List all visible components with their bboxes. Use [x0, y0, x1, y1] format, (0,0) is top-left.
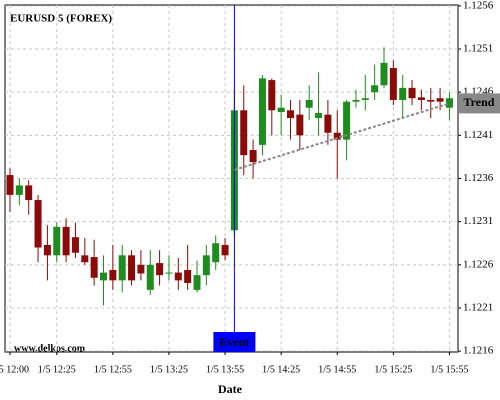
event-label: Event	[219, 335, 249, 349]
candle-body	[174, 272, 182, 281]
candle-body	[333, 132, 341, 140]
x-tick-label: 1/5 13:25	[150, 364, 188, 375]
candle-body	[240, 110, 248, 156]
candle-body	[427, 99, 435, 102]
candle-body	[417, 97, 425, 100]
candle-body	[361, 98, 369, 100]
y-tick-label: 1.1226	[463, 258, 494, 270]
trend-box	[459, 93, 500, 114]
candle-body	[62, 226, 70, 256]
x-axis-label: Date	[218, 382, 243, 396]
candle-body	[371, 85, 379, 93]
candle-body	[268, 80, 276, 111]
event-box	[213, 332, 256, 352]
candle-body	[146, 264, 154, 290]
x-tick-label: 1/5 14:55	[318, 364, 356, 375]
candle-body	[343, 101, 351, 140]
candle-body	[90, 257, 98, 278]
candle-body	[352, 99, 360, 102]
candle-body	[71, 237, 79, 253]
candle-body	[34, 200, 42, 248]
y-tick-label: 1.1251	[463, 43, 493, 55]
x-tick-label: 1/5 12:25	[38, 364, 76, 375]
y-tick-label: 1.1236	[463, 172, 494, 184]
x-tick-label: 1/5 14:25	[262, 364, 300, 375]
x-tick-label: 1/5 13:55	[206, 364, 244, 375]
candle-body	[128, 255, 136, 281]
x-tick-label: 1/5 12:00	[0, 364, 29, 375]
candle-body	[249, 150, 257, 163]
candle-body	[100, 272, 107, 281]
trend-line	[234, 102, 450, 171]
candle-body	[305, 99, 313, 108]
candle-body	[445, 98, 453, 108]
y-tick-label: 1.1241	[463, 129, 493, 141]
candle-body	[212, 243, 220, 263]
candle-body	[109, 269, 117, 281]
y-tick-label: 1.1231	[463, 215, 493, 227]
candle-body	[380, 62, 388, 86]
x-tick-label: 1/5 15:25	[374, 364, 412, 375]
candle-body	[156, 263, 164, 276]
candle-body	[258, 78, 266, 145]
trend-label: Trend	[464, 95, 495, 109]
candle-body	[53, 226, 61, 256]
candle-body	[81, 255, 89, 263]
candle-body	[436, 98, 444, 102]
candle-body	[296, 114, 304, 136]
x-tick-label: 1/5 12:55	[94, 364, 132, 375]
candle-body	[165, 272, 173, 274]
y-tick-label: 1.1216	[463, 345, 494, 357]
candle-body	[315, 112, 323, 119]
candle-body	[408, 87, 416, 99]
candle-body	[118, 255, 126, 281]
candle-body	[193, 275, 201, 290]
candle-body	[6, 175, 14, 195]
candle-body	[287, 110, 294, 119]
y-tick-label: 1.1256	[463, 0, 494, 11]
candle-body	[25, 185, 33, 201]
y-tick-label: 1.1221	[463, 302, 493, 314]
chart-title: EURUSD 5 (FOREX)	[10, 13, 112, 25]
candle-body	[399, 87, 407, 100]
candle-body	[202, 255, 210, 276]
candle-body	[15, 185, 23, 195]
candle-body	[184, 269, 192, 283]
candle-body	[43, 244, 51, 256]
candle-body	[389, 68, 397, 100]
x-tick-label: 1/5 15:55	[430, 364, 468, 375]
candle-body	[137, 264, 145, 274]
candle-body	[324, 114, 332, 133]
candle-body	[277, 107, 285, 113]
candle-body	[221, 244, 229, 256]
watermark: www.delkos.com	[14, 343, 86, 354]
